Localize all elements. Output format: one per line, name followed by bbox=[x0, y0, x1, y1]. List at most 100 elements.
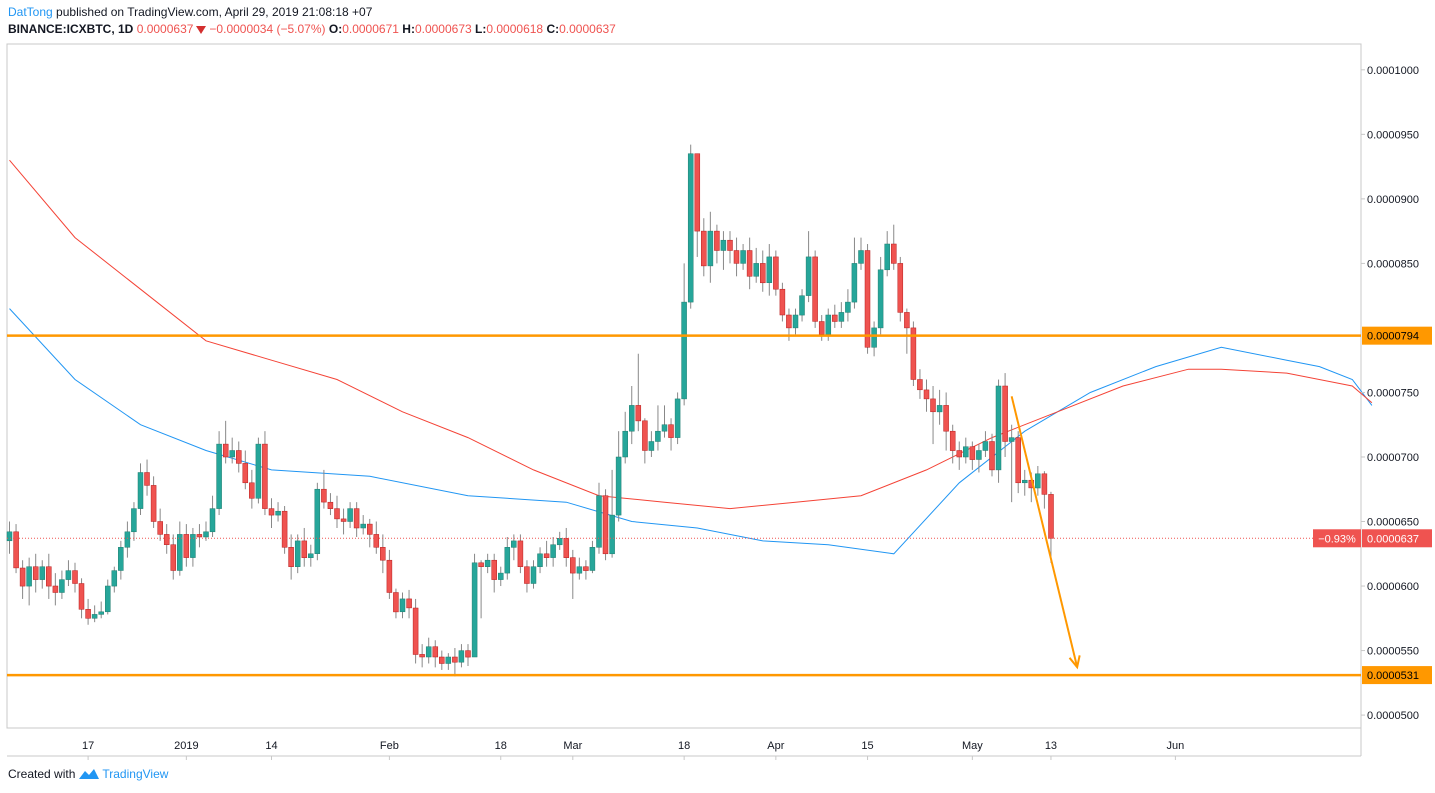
time-axis: 17 2019 14 Feb 18 Mar 18 Apr 15 May 13 Jun bbox=[82, 740, 1184, 760]
candle-body bbox=[196, 534, 203, 538]
candle-body bbox=[183, 534, 190, 558]
price-tick-label: 0.0000700 bbox=[1367, 452, 1419, 464]
chart-header-ohlc: BINANCE:ICXBTC, 1D 0.0000637 −0.0000034 (… bbox=[8, 22, 616, 36]
candle-body bbox=[884, 243, 890, 271]
candle-body bbox=[589, 547, 596, 571]
candle-body bbox=[465, 650, 471, 658]
candle-body bbox=[471, 562, 478, 658]
price-tick-label: 0.0001000 bbox=[1367, 65, 1419, 77]
candle-body bbox=[39, 566, 46, 580]
candle-body bbox=[386, 559, 393, 593]
candle-body bbox=[727, 239, 733, 251]
symbol-label: BINANCE:ICXBTC, 1D bbox=[8, 22, 134, 36]
time-tick-label: 15 bbox=[861, 740, 873, 752]
candle-body bbox=[845, 301, 851, 313]
candle-body bbox=[203, 531, 209, 538]
candle-body bbox=[530, 566, 537, 584]
candle-body bbox=[760, 263, 766, 284]
time-tick-label: 17 bbox=[82, 740, 94, 752]
candle-body bbox=[1035, 473, 1041, 489]
candle-body bbox=[786, 314, 792, 329]
time-tick-label: May bbox=[962, 740, 983, 752]
time-tick-label: Jun bbox=[1167, 740, 1185, 752]
candle-body bbox=[439, 656, 445, 664]
candle-body bbox=[163, 534, 170, 545]
candle-body bbox=[432, 646, 439, 658]
candle-body bbox=[190, 534, 196, 558]
candle-body bbox=[891, 243, 897, 264]
candle-body bbox=[111, 570, 118, 587]
price-tick-label: 0.0000900 bbox=[1367, 194, 1419, 206]
candle-body bbox=[157, 521, 163, 535]
candle-body bbox=[1015, 437, 1021, 484]
candle-body bbox=[347, 508, 353, 522]
time-tick-label: Mar bbox=[563, 740, 582, 752]
published-text: published on TradingView.com, April 29, … bbox=[56, 5, 373, 19]
projection-arrow-head bbox=[1068, 655, 1081, 670]
high-label: H: bbox=[402, 22, 415, 36]
current-price-label: 0.0000637 bbox=[1367, 533, 1419, 545]
price-tick-label: 0.0000550 bbox=[1367, 646, 1419, 658]
candle-body bbox=[923, 389, 930, 400]
candle-body bbox=[602, 495, 609, 555]
candle-body bbox=[1022, 479, 1028, 484]
candle-body bbox=[268, 508, 275, 516]
level-price-label: 0.0000794 bbox=[1367, 331, 1419, 343]
author-name[interactable]: DatTong bbox=[8, 5, 53, 19]
candle-body bbox=[150, 485, 157, 522]
candle-body bbox=[334, 508, 340, 520]
price-labels: 0.0000794 0.0000531 −0.93% 0.0000637 bbox=[1313, 326, 1432, 685]
candle-body bbox=[52, 585, 59, 593]
candle-body bbox=[321, 488, 327, 503]
time-tick-label: 18 bbox=[495, 740, 507, 752]
candle-body bbox=[144, 472, 150, 486]
candle-body bbox=[393, 592, 399, 613]
candle-body bbox=[26, 566, 32, 587]
candle-body bbox=[746, 250, 753, 277]
candle-body bbox=[583, 566, 589, 571]
open-value: 0.0000671 bbox=[342, 22, 399, 36]
candle-body bbox=[458, 650, 465, 663]
candle-body bbox=[419, 654, 425, 658]
candle-body bbox=[229, 450, 235, 458]
candle-body bbox=[170, 544, 177, 571]
candle-body bbox=[216, 443, 222, 509]
candle-body bbox=[989, 441, 995, 471]
candle-body bbox=[131, 508, 137, 533]
candle-body bbox=[550, 544, 556, 558]
candle-body bbox=[609, 514, 615, 555]
candle-body bbox=[648, 441, 655, 451]
brand-link[interactable]: TradingView bbox=[102, 767, 169, 781]
candle-body bbox=[556, 538, 563, 546]
candle-body bbox=[596, 495, 602, 548]
price-change: −0.0000034 (−5.07%) bbox=[209, 22, 326, 36]
candle-body bbox=[543, 553, 550, 558]
candle-body bbox=[661, 424, 668, 432]
candle-body bbox=[635, 405, 642, 422]
candle-body bbox=[851, 263, 858, 303]
time-tick-label: 18 bbox=[678, 740, 690, 752]
level-price-box bbox=[1362, 326, 1432, 345]
candle-body bbox=[956, 450, 963, 458]
candle-body bbox=[982, 441, 989, 451]
price-tick-label: 0.0000600 bbox=[1367, 581, 1419, 593]
candle-body bbox=[32, 566, 39, 580]
candle-body bbox=[668, 424, 674, 438]
candle-body bbox=[294, 540, 301, 567]
candle-body bbox=[969, 446, 976, 460]
candle-body bbox=[360, 523, 366, 529]
candle-body bbox=[818, 321, 825, 335]
level-price-box bbox=[1362, 666, 1432, 685]
candle-body bbox=[517, 540, 524, 567]
candle-body bbox=[858, 250, 864, 264]
candle-body bbox=[353, 508, 360, 529]
moving-average-line bbox=[9, 159, 1373, 510]
candle-body bbox=[1041, 473, 1048, 495]
candle-body bbox=[537, 553, 543, 567]
candle-body bbox=[943, 405, 949, 432]
candle-body bbox=[314, 488, 321, 554]
candle-body bbox=[629, 405, 635, 432]
tradingview-logo-icon bbox=[79, 769, 100, 779]
candle-body bbox=[399, 598, 406, 613]
